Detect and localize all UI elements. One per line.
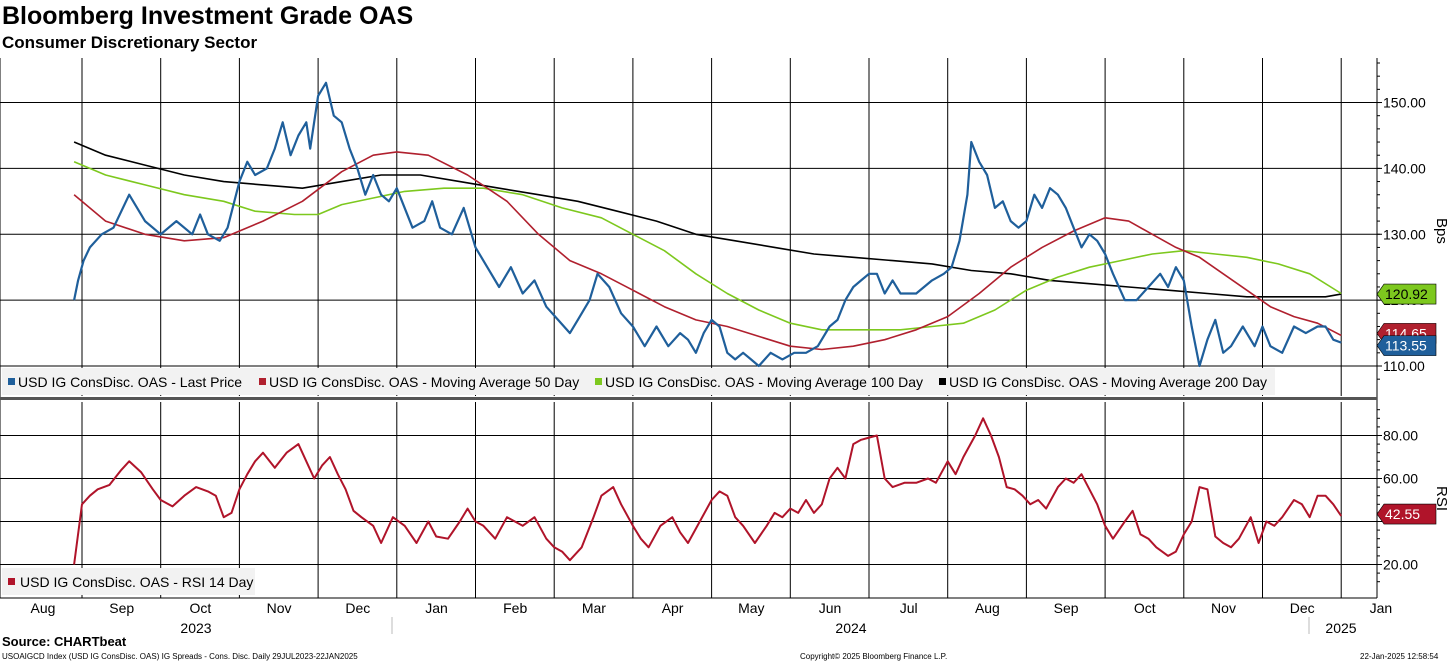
legend-label-ma200: USD IG ConsDisc. OAS - Moving Average 20… (949, 374, 1267, 390)
y-tick-label-bottom: 60.00 (1383, 471, 1418, 487)
x-tick-label: Jan (1370, 600, 1393, 616)
x-tick-label: Dec (1290, 600, 1315, 616)
x-year-label: 2024 (835, 620, 866, 636)
series-line-ma100 (73, 161, 1342, 331)
x-tick-label: May (738, 600, 764, 616)
tag-rsi-shape (1376, 503, 1437, 525)
series-line-ma50 (73, 151, 1342, 351)
footer-center: Copyright© 2025 Bloomberg Finance L.P. (800, 652, 948, 661)
x-year-label: 2025 (1325, 620, 1356, 636)
x-tick-label: Aug (975, 600, 1000, 616)
legend-swatch-ma200 (939, 378, 946, 385)
tag-last-shape (1376, 335, 1437, 356)
x-tick-label: Jan (425, 600, 448, 616)
x-tick-label: Sep (109, 600, 134, 616)
y-tick-label-top: 150.00 (1383, 95, 1426, 111)
x-tick-label: Apr (662, 600, 684, 616)
footer-right: 22-Jan-2025 12:58:54 (1360, 652, 1439, 661)
x-tick-label: Jul (900, 600, 918, 616)
series-line-rsi (73, 417, 1343, 565)
x-tick-label: Feb (503, 600, 527, 616)
x-tick-label: Nov (267, 600, 292, 616)
chart-title: Bloomberg Investment Grade OAS (2, 2, 414, 30)
y-tick-label-top: 110.00 (1383, 358, 1425, 374)
x-tick-label: Aug (31, 600, 56, 616)
x-tick-label: Jun (819, 600, 842, 616)
gridlines (0, 58, 1377, 598)
plot-area (73, 81, 1343, 565)
tag-ma200: 120.92 (1376, 283, 1437, 305)
legend-swatch-rsi (8, 578, 15, 585)
series-line-ma200 (73, 141, 1342, 298)
tag-rsi-text: 42.55 (1385, 506, 1420, 522)
legend-box-bottom (2, 568, 255, 595)
x-year-label: 2023 (180, 620, 211, 636)
tag-last: 113.55 (1376, 335, 1437, 356)
y-tick-label-top: 140.00 (1383, 160, 1426, 176)
legend-label-ma100: USD IG ConsDisc. OAS - Moving Average 10… (605, 374, 923, 390)
x-tick-label: Sep (1054, 600, 1079, 616)
x-tick-label: Oct (190, 600, 212, 616)
tag-ma200-text: 120.92 (1385, 286, 1428, 302)
footer-left: USOAIGCD Index (USD IG ConsDisc. OAS) IG… (2, 652, 358, 661)
chart-subtitle: Consumer Discretionary Sector (2, 33, 258, 52)
x-tick-label: Oct (1134, 600, 1156, 616)
tag-rsi: 42.55 (1376, 503, 1437, 525)
legend-box-top (2, 368, 1275, 395)
legends: USD IG ConsDisc. OAS - Last Price USD IG … (2, 368, 1275, 595)
source-note: Source: CHARTbeat (2, 634, 127, 649)
x-tick-label: Nov (1211, 600, 1236, 616)
axes: 110.00120.00130.00140.00150.0020.0060.00… (0, 58, 1450, 636)
legend-swatch-last (8, 378, 15, 385)
y-tick-label-bottom: 80.00 (1383, 428, 1418, 444)
y-tick-label-bottom: 20.00 (1383, 557, 1418, 573)
legend-swatch-ma100 (595, 378, 602, 385)
series-line-last (73, 81, 1342, 368)
legend-label-last: USD IG ConsDisc. OAS - Last Price (18, 374, 242, 390)
y-tick-label-top: 130.00 (1383, 226, 1426, 242)
x-tick-label: Dec (345, 600, 370, 616)
legend-swatch-ma50 (259, 378, 266, 385)
legend-label-ma50: USD IG ConsDisc. OAS - Moving Average 50… (269, 374, 579, 390)
tag-ma200-shape (1376, 283, 1437, 305)
tag-last-text: 113.55 (1385, 338, 1427, 354)
y-axis-label: Bps (1433, 218, 1450, 244)
y-axis-label-rsi: RSI (1433, 486, 1450, 511)
x-tick-label: Mar (582, 600, 606, 616)
legend-label-rsi: USD IG ConsDisc. OAS - RSI 14 Day (20, 574, 253, 590)
